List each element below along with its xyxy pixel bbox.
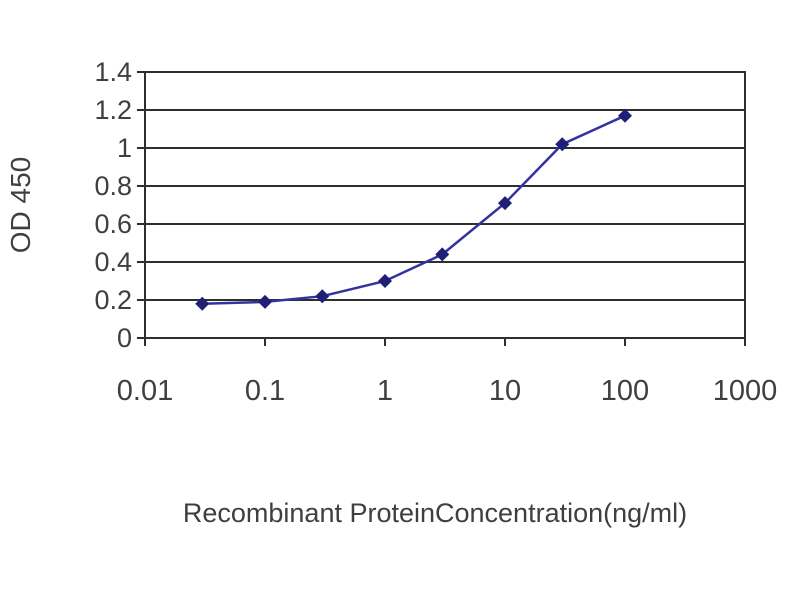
y-tick-label: 0.2 — [94, 285, 132, 315]
y-tick-label: 0.4 — [94, 247, 132, 277]
x-tick-label: 0.1 — [245, 375, 285, 407]
x-tick-label: 10 — [489, 375, 521, 407]
y-tick-label: 0 — [117, 323, 132, 353]
x-tick-label: 0.01 — [117, 375, 173, 407]
x-tick-label: 1000 — [713, 375, 778, 407]
y-tick-label: 0.6 — [94, 209, 132, 239]
data-point-marker — [315, 289, 330, 304]
y-tick-label: 1.2 — [94, 95, 132, 125]
plot-border — [144, 71, 746, 339]
series-line — [202, 114, 626, 306]
x-axis-title: Recombinant ProteinConcentration(ng/ml) — [183, 498, 687, 528]
data-point-marker — [378, 274, 392, 288]
data-point-marker — [618, 108, 632, 123]
data-point-marker — [498, 196, 512, 211]
data-point-marker — [258, 294, 272, 309]
plot-area: 0 0.2 0.4 0.6 0.8 1 1.2 1.4 0.01 0.1 1 10 100 1000 — [94, 57, 777, 407]
y-tick-label: 1.4 — [94, 57, 132, 87]
x-tick-label: 1 — [377, 375, 393, 407]
data-point-marker — [195, 296, 210, 311]
data-point-marker — [555, 137, 570, 152]
y-axis-title: OD 450 — [5, 157, 36, 254]
data-point-marker — [435, 247, 450, 262]
y-tick-label: 0.8 — [94, 171, 132, 201]
x-tick-label: 100 — [601, 375, 649, 407]
y-tick-label: 1 — [117, 133, 132, 163]
